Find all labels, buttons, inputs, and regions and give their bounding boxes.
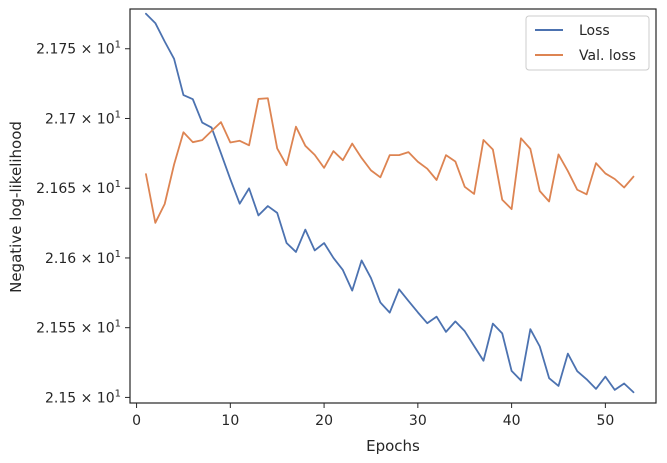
y-tick-label: 2.165 × 101	[36, 179, 121, 197]
y-axis-label: Negative log-likelihood	[7, 121, 25, 293]
legend-label-loss: Loss	[579, 23, 610, 39]
y-tick-label: 2.175 × 101	[36, 40, 121, 58]
x-axis-ticks: 0 10 20 30 40 50	[132, 403, 614, 429]
x-tick-label: 40	[503, 413, 521, 429]
x-tick-label: 20	[315, 413, 333, 429]
series-line-loss	[145, 12, 635, 394]
y-tick-label: 2.15 × 101	[45, 388, 121, 406]
y-axis-ticks: 2.15 × 101 2.155 × 101 2.16 × 101 2.165 × 1…	[36, 40, 130, 406]
y-tick-label: 2.17 × 101	[45, 109, 121, 127]
x-tick-label: 50	[596, 413, 614, 429]
x-tick-label: 10	[221, 413, 239, 429]
series-line-val-loss	[145, 97, 635, 224]
x-axis-label: Epochs	[366, 437, 420, 455]
plot-area	[130, 9, 656, 403]
x-tick-label: 30	[409, 413, 427, 429]
x-tick-label: 0	[132, 413, 141, 429]
y-tick-label: 2.155 × 101	[36, 319, 121, 337]
y-tick-label: 2.16 × 101	[45, 249, 121, 267]
legend: Loss Val. loss	[525, 15, 650, 71]
legend-label-val-loss: Val. loss	[579, 48, 636, 64]
axes-spines	[129, 8, 657, 404]
series-lines	[145, 12, 635, 394]
plot-frame	[129, 8, 657, 404]
plot-background	[130, 9, 656, 403]
